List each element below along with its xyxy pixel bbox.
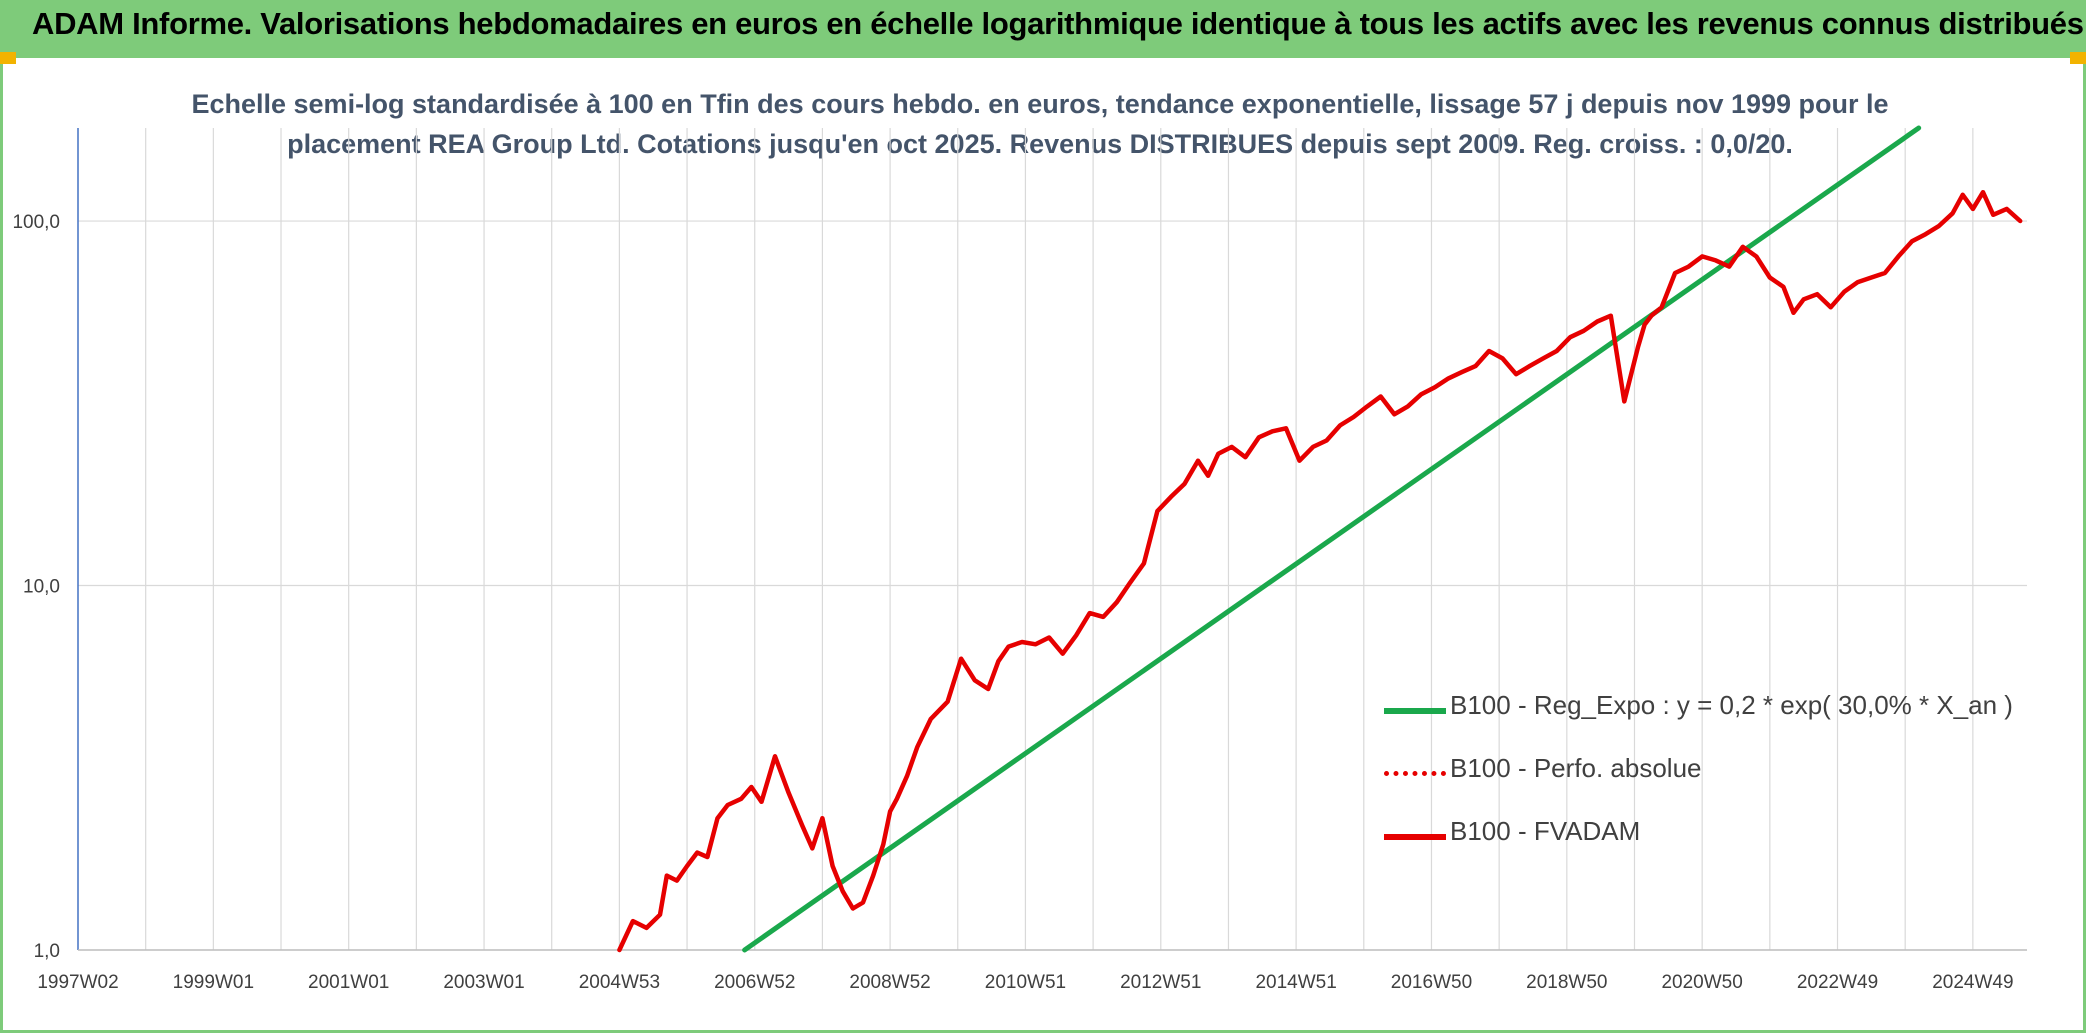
series-lines xyxy=(617,125,2023,953)
chart-title: Echelle semi-log standardisée à 100 en T… xyxy=(140,84,1940,164)
x-tick-label: 2022W49 xyxy=(1797,972,1878,993)
legend-item-perfo: B100 - Perfo. absolue xyxy=(1384,749,2024,812)
legend-item-fvadam: B100 - FVADAM xyxy=(1384,812,2024,875)
x-tick-label: 2003W01 xyxy=(443,972,524,993)
header-banner: ADAM Informe. Valorisations hebdomadaire… xyxy=(0,0,2086,58)
report-title: ADAM Informe. Valorisations hebdomadaire… xyxy=(32,6,2084,41)
x-tick-label: 2010W51 xyxy=(985,972,1066,993)
y-tick-label: 100,0 xyxy=(12,212,60,233)
y-tick-label: 10,0 xyxy=(23,577,60,598)
y-tick-label: 1,0 xyxy=(34,941,60,962)
x-tick-label: 2001W01 xyxy=(308,972,389,993)
chart-title-line-2: placement REA Group Ltd. Cotations jusqu… xyxy=(287,129,1793,159)
fvadam-line xyxy=(617,189,2023,953)
x-tick-label: 2006W52 xyxy=(714,972,795,993)
x-tick-label: 1997W02 xyxy=(37,972,118,993)
x-tick-label: 1999W01 xyxy=(173,972,254,993)
legend-item-trend: B100 - Reg_Expo : y = 0,2 * exp( 30,0% *… xyxy=(1384,686,2024,749)
chart-title-line-1: Echelle semi-log standardisée à 100 en T… xyxy=(191,89,1889,119)
legend: B100 - Reg_Expo : y = 0,2 * exp( 30,0% *… xyxy=(1384,686,2024,875)
x-tick-label: 2016W50 xyxy=(1391,972,1472,993)
legend-swatch-perfo xyxy=(1384,771,1446,776)
x-tick-label: 2014W51 xyxy=(1255,972,1336,993)
x-tick-label: 2008W52 xyxy=(849,972,930,993)
x-tick-label: 2012W51 xyxy=(1120,972,1201,993)
legend-label-perfo: B100 - Perfo. absolue xyxy=(1450,753,1702,783)
legend-swatch-fvadam xyxy=(1384,834,1446,840)
corner-accent-left xyxy=(0,52,16,64)
legend-swatch-trend xyxy=(1384,708,1446,714)
legend-label-trend: B100 - Reg_Expo : y = 0,2 * exp( 30,0% *… xyxy=(1450,690,2013,720)
x-tick-label: 2020W50 xyxy=(1661,972,1742,993)
legend-label-fvadam: B100 - FVADAM xyxy=(1450,816,1641,846)
tick-labels: 1997W02 1999W01 2001W01 2003W01 2004W53 2006W… xyxy=(12,212,2013,993)
corner-accent-right xyxy=(2070,52,2086,64)
x-tick-label: 2024W49 xyxy=(1932,972,2013,993)
x-tick-label: 2018W50 xyxy=(1526,972,1607,993)
axes xyxy=(77,128,2027,951)
x-tick-label: 2004W53 xyxy=(579,972,660,993)
